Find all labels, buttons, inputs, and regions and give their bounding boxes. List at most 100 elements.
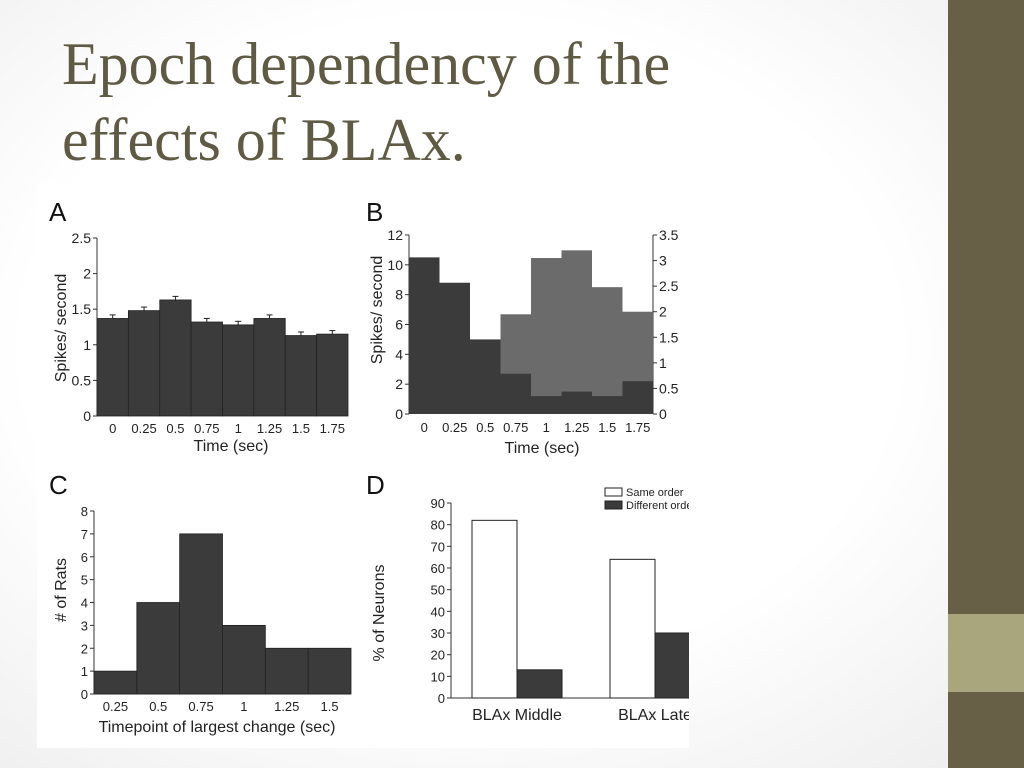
slide-title: Epoch dependency of the effects of BLAx. (62, 26, 922, 178)
panel-c-bar (222, 624, 266, 695)
panel-b-bar-dark (592, 396, 623, 414)
panel-c-bar (93, 670, 138, 695)
panel-b-xlabel: Time (sec) (505, 440, 580, 457)
panel-d-ytick-label: 80 (431, 518, 445, 533)
panel-b-letter: B (366, 197, 383, 227)
panel-d-ytick-label: 70 (431, 539, 445, 554)
panel-b-chart: B Spikes/ second Time (sec) 02468101200.… (366, 197, 679, 457)
panel-a-chart: A Spikes/ second Time (sec) 0 0.5 1 1.5 2 2.5… (49, 197, 349, 455)
panel-a-ytick-label: 2 (83, 266, 91, 282)
panel-c-xtick-label: 1.25 (274, 699, 299, 714)
panel-d-ytick-label: 20 (431, 648, 445, 663)
panel-c-xtick-label: 1.5 (321, 699, 339, 714)
panel-d-xtick-label: BLAx Middle (472, 707, 562, 724)
panel-c-letter: C (49, 470, 68, 500)
panel-d-ytick-label: 60 (431, 561, 445, 576)
panel-b-bar-gray (561, 250, 592, 414)
panel-c-ytick-label: 1 (81, 664, 88, 679)
panel-a-xtick-label: 0.5 (166, 421, 184, 436)
panel-a-bar (96, 318, 129, 417)
panel-b-bar-gray (531, 258, 562, 414)
panel-b-ytick-right-label: 1.5 (659, 329, 679, 345)
panel-d-chart: D % of Neurons 0 10 20 30 40 50 60 70 80 90 BLAx M… (366, 470, 689, 724)
panel-b-ytick-right-label: 3 (659, 253, 667, 269)
panel-d-ytick-label: 40 (431, 604, 445, 619)
panel-b-ytick-left-label: 2 (395, 376, 403, 392)
panel-c-ytick-label: 3 (81, 618, 88, 633)
panel-c-ytick-label: 7 (81, 527, 88, 542)
panel-b-ytick-right-label: 1 (659, 355, 667, 371)
panel-a-xtick-label: 1 (235, 421, 242, 436)
panel-d-bar (654, 632, 689, 699)
panel-d-letter: D (366, 470, 385, 500)
panel-a-xtick-label: 1.5 (292, 421, 310, 436)
panel-d-ylabel: % of Neurons (371, 565, 388, 662)
panel-a-xtick-label: 1.75 (320, 421, 345, 436)
panel-c-chart: C # of Rats Timepoint of largest change … (49, 470, 352, 736)
panel-b-xtick-label: 1.5 (598, 420, 616, 435)
sidebar-accent-block (948, 614, 1024, 692)
panel-d-bar (609, 558, 656, 699)
panel-d-ytick-label: 90 (431, 496, 445, 511)
panel-c-ytick-label: 6 (81, 550, 88, 565)
panel-a-ytick-label: 1.5 (72, 301, 92, 317)
panel-a-bar (159, 299, 192, 417)
panel-b-ylabel: Spikes/ second (369, 256, 386, 365)
panel-c-xtick-label: 0.25 (103, 699, 128, 714)
panel-a-xlabel: Time (sec) (194, 438, 269, 455)
panel-b-ytick-right-label: 2 (659, 304, 667, 320)
panel-c-bar (179, 533, 223, 695)
panel-b-xtick-label: 0 (421, 420, 428, 435)
panel-b-bar-dark (561, 391, 592, 414)
panel-d-ytick-label: 10 (431, 669, 445, 684)
panel-b-xtick-label: 0.75 (503, 420, 528, 435)
panel-b-xtick-label: 1 (543, 420, 550, 435)
panel-c-xtick-label: 1 (240, 699, 247, 714)
panel-a-ytick-label: 1 (83, 337, 91, 353)
panel-c-xlabel: Timepoint of largest change (sec) (99, 719, 336, 736)
panel-b-xtick-label: 1.25 (564, 420, 589, 435)
panel-d-ytick-label: 30 (431, 626, 445, 641)
panel-a-xtick-label: 0.25 (131, 421, 156, 436)
panel-a-bar (222, 324, 255, 417)
panel-b-ytick-left-label: 6 (395, 317, 403, 333)
panel-d-legend-swatch (604, 487, 623, 497)
panel-c-bar (307, 647, 352, 695)
panel-c-ytick-label: 8 (81, 504, 88, 519)
panel-c-ytick-label: 4 (81, 596, 88, 611)
panel-b-bar-dark (470, 339, 501, 414)
panel-a-bar (190, 321, 223, 417)
panel-d-xtick-label: BLAx Late (618, 707, 689, 724)
panel-c-xtick-label: 0.5 (149, 699, 167, 714)
panel-b-ytick-left-label: 0 (395, 406, 403, 422)
panel-b-xtick-label: 1.75 (625, 420, 650, 435)
panel-a-letter: A (49, 197, 67, 227)
panel-b-ytick-right-label: 0 (659, 406, 667, 422)
panel-a-bar (284, 335, 318, 417)
panel-a-xtick-label: 1.25 (257, 421, 282, 436)
panel-c-bar (136, 602, 181, 695)
panel-b-ytick-right-label: 2.5 (659, 278, 679, 294)
panel-a-xtick-label: 0 (109, 421, 116, 436)
panel-c-bar (264, 647, 309, 695)
panel-b-xtick-label: 0.5 (476, 420, 494, 435)
panel-a-ytick-label: 2.5 (72, 230, 92, 246)
panel-b-bar-gray (592, 287, 623, 414)
panel-c-ytick-label: 0 (81, 687, 88, 702)
panel-b-ytick-left-label: 4 (395, 346, 403, 362)
panel-c-xtick-label: 0.75 (188, 699, 213, 714)
panel-b-ytick-left-label: 12 (387, 227, 403, 243)
panel-c-ytick-label: 5 (81, 573, 88, 588)
panel-b-bar-dark (500, 373, 531, 414)
panel-a-bar (127, 310, 161, 417)
panel-b-bar-dark (439, 282, 470, 414)
panel-a-bar (316, 333, 349, 417)
panel-b-ytick-left-label: 10 (387, 257, 403, 273)
panel-a-ytick-label: 0.5 (72, 372, 92, 388)
panel-c-ytick-label: 2 (81, 641, 88, 656)
panel-d-legend-swatch (604, 500, 623, 510)
panel-a-bar (253, 318, 286, 417)
panel-b-ytick-left-label: 8 (395, 287, 403, 303)
panel-b-bar-dark (531, 396, 562, 414)
panel-d-ytick-label: 0 (438, 691, 445, 706)
